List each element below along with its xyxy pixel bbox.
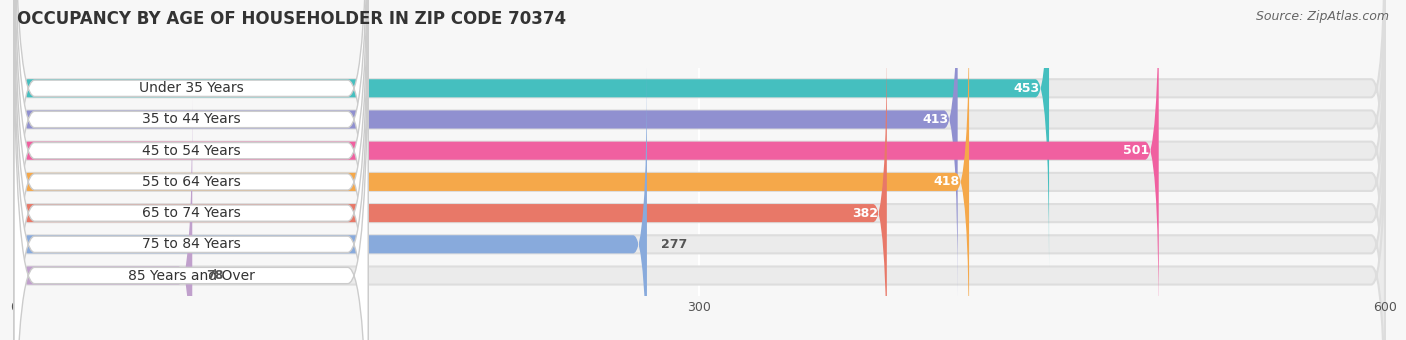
FancyBboxPatch shape — [14, 66, 1385, 340]
Text: 413: 413 — [922, 113, 949, 126]
Text: 78: 78 — [207, 269, 224, 282]
FancyBboxPatch shape — [14, 0, 1049, 267]
Text: 35 to 44 Years: 35 to 44 Years — [142, 113, 240, 126]
FancyBboxPatch shape — [14, 66, 647, 340]
Text: 277: 277 — [661, 238, 688, 251]
FancyBboxPatch shape — [14, 0, 368, 340]
FancyBboxPatch shape — [14, 0, 1385, 298]
FancyBboxPatch shape — [14, 4, 969, 340]
FancyBboxPatch shape — [14, 4, 1385, 340]
FancyBboxPatch shape — [14, 0, 957, 298]
Text: 501: 501 — [1123, 144, 1150, 157]
Text: 418: 418 — [934, 175, 960, 188]
FancyBboxPatch shape — [14, 3, 368, 340]
FancyBboxPatch shape — [14, 35, 1385, 340]
FancyBboxPatch shape — [14, 0, 368, 340]
Text: 382: 382 — [852, 207, 877, 220]
FancyBboxPatch shape — [14, 0, 1385, 267]
Text: 55 to 64 Years: 55 to 64 Years — [142, 175, 240, 189]
Text: Source: ZipAtlas.com: Source: ZipAtlas.com — [1256, 10, 1389, 23]
Text: Under 35 Years: Under 35 Years — [139, 81, 243, 95]
FancyBboxPatch shape — [14, 0, 368, 340]
Text: 85 Years and Over: 85 Years and Over — [128, 269, 254, 283]
Text: 65 to 74 Years: 65 to 74 Years — [142, 206, 240, 220]
Text: 75 to 84 Years: 75 to 84 Years — [142, 237, 240, 251]
FancyBboxPatch shape — [14, 97, 1385, 340]
FancyBboxPatch shape — [14, 97, 193, 340]
FancyBboxPatch shape — [14, 0, 1385, 329]
Text: OCCUPANCY BY AGE OF HOUSEHOLDER IN ZIP CODE 70374: OCCUPANCY BY AGE OF HOUSEHOLDER IN ZIP C… — [17, 10, 567, 28]
Text: 453: 453 — [1014, 82, 1040, 95]
Text: 45 to 54 Years: 45 to 54 Years — [142, 144, 240, 158]
FancyBboxPatch shape — [14, 0, 368, 340]
FancyBboxPatch shape — [14, 0, 1159, 329]
FancyBboxPatch shape — [14, 0, 368, 340]
FancyBboxPatch shape — [14, 35, 887, 340]
FancyBboxPatch shape — [14, 0, 368, 340]
